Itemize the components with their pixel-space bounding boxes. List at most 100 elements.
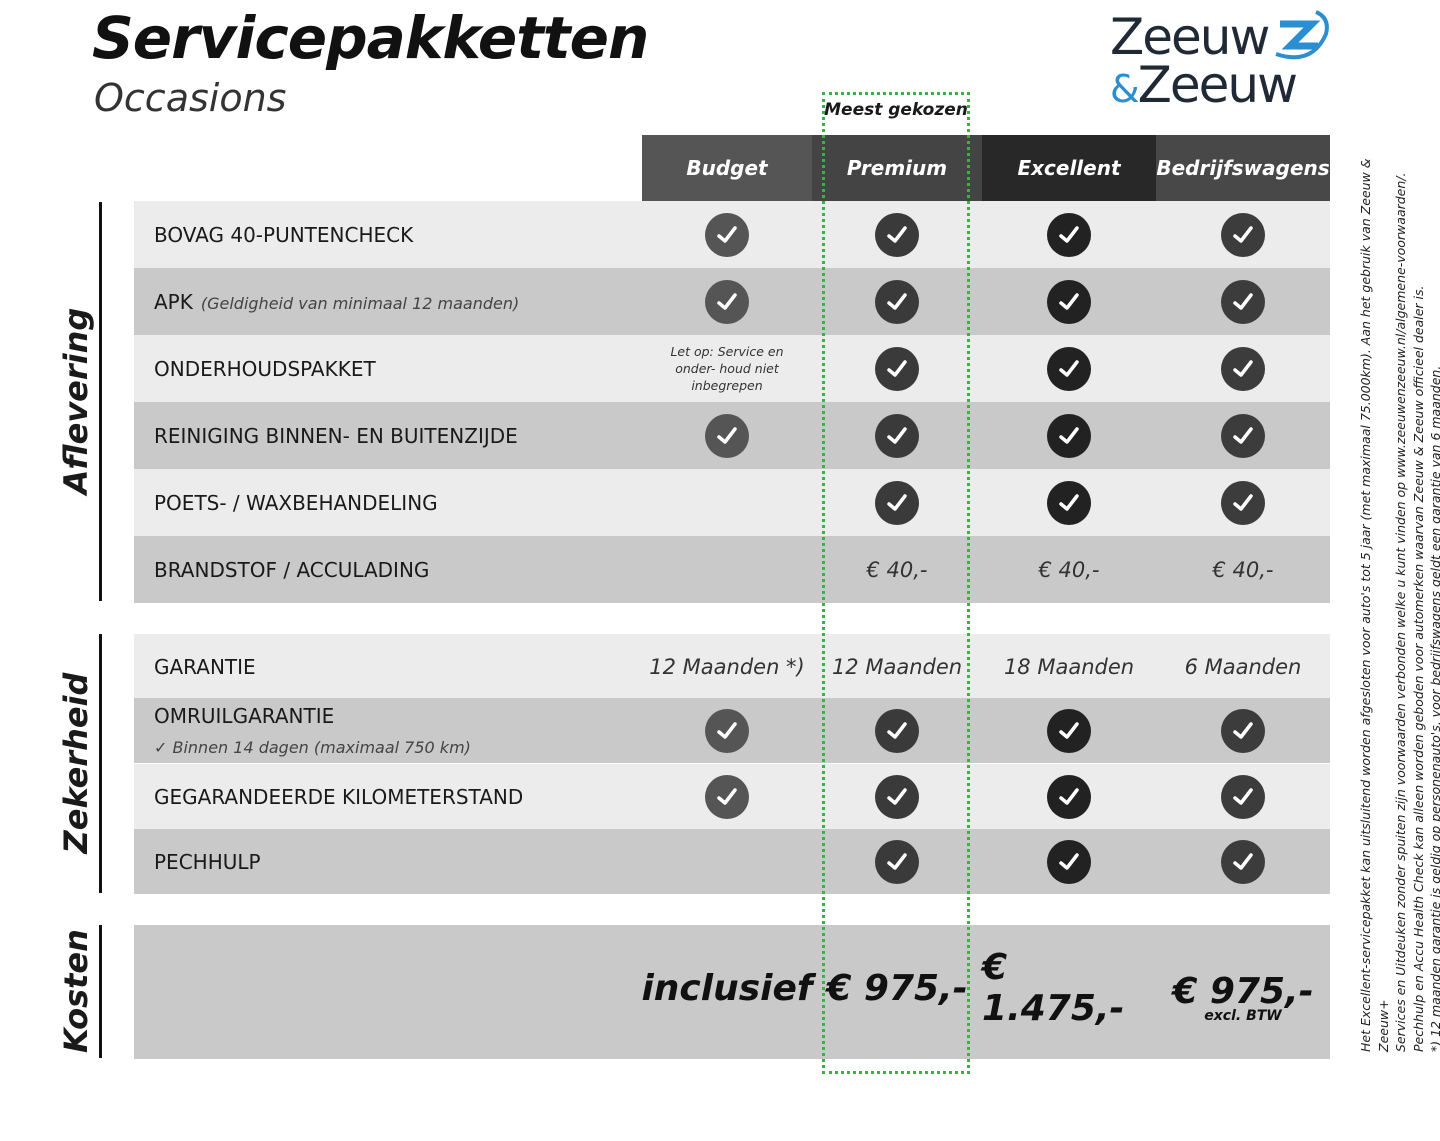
table-row: OMRUILGARANTIE ✓ Binnen 14 dagen (maximaa…: [134, 698, 1330, 763]
note-bold: Let op:: [670, 344, 714, 359]
price-value: € 975,-: [1172, 970, 1314, 1012]
footnote: Services en Uitdeuken zonder spuiten zij…: [1393, 172, 1408, 1052]
cell-excellent: [982, 829, 1156, 894]
check-icon: [705, 774, 749, 819]
row-label-text: POETS- / WAXBEHANDELING: [154, 490, 438, 515]
cell-budget: [642, 764, 812, 829]
cell-bedrijfswagens: [1156, 698, 1330, 763]
check-icon: [875, 774, 919, 819]
section-divider: [99, 202, 102, 601]
cell-budget: [642, 536, 812, 603]
table-row: BRANDSTOF / ACCULADING € 40,- € 40,- € 40,-: [134, 536, 1330, 603]
cell-excellent: [982, 764, 1156, 829]
row-label-text: APK: [154, 289, 193, 314]
logo-amp: &: [1110, 67, 1140, 111]
footnote: Pechhulp en Accu Health Check kan alleen…: [1410, 285, 1426, 1053]
row-label-text: GARANTIE: [154, 654, 256, 679]
check-icon: [875, 212, 919, 257]
cell-budget: [642, 469, 812, 536]
cell-premium: [812, 698, 982, 763]
cell-value: € 40,-: [866, 557, 928, 582]
cell-bedrijfswagens: [1156, 764, 1330, 829]
cell-premium: [812, 268, 982, 335]
row-label-text: OMRUILGARANTIE: [154, 704, 335, 728]
row-label: PECHHULP: [154, 850, 261, 874]
check-icon: [1221, 839, 1265, 884]
check-icon: [705, 708, 749, 753]
row-label-text: REINIGING BINNEN- EN BUITENZIJDE: [154, 423, 518, 448]
cell-excellent: [982, 201, 1156, 268]
row-label: REINIGING BINNEN- EN BUITENZIJDE: [154, 424, 518, 448]
cell-budget: [642, 201, 812, 268]
row-label-text: GEGARANDEERDE KILOMETERSTAND: [154, 784, 524, 809]
table-row: PECHHULP: [134, 829, 1330, 894]
cell-budget: [642, 698, 812, 763]
check-icon: [1047, 346, 1091, 391]
cell-premium: [812, 402, 982, 469]
row-label: BOVAG 40-PUNTENCHECK: [154, 223, 413, 247]
zeeuw-logo: Zeeuw &Zeeuw: [1110, 8, 1335, 114]
check-icon: [1221, 413, 1265, 458]
cell-bedrijfswagens: € 975,- excl. BTW: [1156, 925, 1330, 1059]
table-row: ONDERHOUDSPAKKET Let op: Service en onder…: [134, 335, 1330, 402]
check-icon: [705, 279, 749, 324]
row-label: OMRUILGARANTIE ✓ Binnen 14 dagen (maximaa…: [154, 704, 471, 757]
table-row: APK (Geldigheid van minimaal 12 maanden): [134, 268, 1330, 335]
page-title: Servicepakketten: [92, 4, 649, 72]
check-icon: [1047, 839, 1091, 884]
cell-bedrijfswagens: € 40,-: [1156, 536, 1330, 603]
row-sublabel: ✓ Binnen 14 dagen (maximaal 750 km): [154, 738, 471, 757]
logo-line2: Zeeuw: [1137, 56, 1298, 114]
cell-value: € 40,-: [1212, 557, 1274, 582]
cell-bedrijfswagens: 6 Maanden: [1156, 634, 1330, 699]
check-icon: [1221, 279, 1265, 324]
cell-premium: 12 Maanden: [812, 634, 982, 699]
cell-excellent: [982, 698, 1156, 763]
most-chosen-badge: Meest gekozen: [824, 100, 968, 120]
row-label: BRANDSTOF / ACCULADING: [154, 558, 429, 582]
cell-premium: [812, 829, 982, 894]
cell-excellent: € 1.475,-: [982, 925, 1156, 1059]
cell-excellent: [982, 268, 1156, 335]
cell-bedrijfswagens: [1156, 335, 1330, 402]
footnote: Het Excellent-servicepakket kan uitsluit…: [1358, 158, 1391, 1052]
footnote: *) 12 maanden garantie is geldig op pers…: [1428, 365, 1440, 1052]
cell-premium: [812, 335, 982, 402]
cell-excellent: € 40,-: [982, 536, 1156, 603]
row-label-text: BRANDSTOF / ACCULADING: [154, 557, 430, 582]
check-icon: [705, 413, 749, 458]
check-icon: [875, 346, 919, 391]
check-icon: [705, 212, 749, 257]
section-label-aflevering: Aflevering: [57, 307, 95, 494]
column-header-premium: Premium: [812, 135, 982, 201]
cell-bedrijfswagens: [1156, 201, 1330, 268]
column-header-bedrijfswagens: Bedrijfswagens: [1156, 135, 1330, 201]
table-row: GEGARANDEERDE KILOMETERSTAND: [134, 764, 1330, 829]
check-icon: [1221, 480, 1265, 525]
cell-excellent: 18 Maanden: [982, 634, 1156, 699]
cell-value: 12 Maanden *): [649, 654, 805, 679]
cell-value: inclusief: [641, 967, 813, 1009]
cell-excellent: [982, 335, 1156, 402]
cell-budget: inclusief: [641, 925, 813, 1059]
row-label-text: ONDERHOUDSPAKKET: [154, 356, 376, 381]
check-icon: [1047, 279, 1091, 324]
check-icon: [1047, 413, 1091, 458]
cell-premium: € 40,-: [812, 536, 982, 603]
cell-bedrijfswagens: [1156, 402, 1330, 469]
cell-premium: [812, 201, 982, 268]
cell-value: € 1.475,-: [982, 947, 1125, 1029]
cell-bedrijfswagens: [1156, 268, 1330, 335]
row-label-text: PECHHULP: [154, 849, 261, 874]
table-row: REINIGING BINNEN- EN BUITENZIJDE: [134, 402, 1330, 469]
column-header-excellent: Excellent: [982, 135, 1156, 201]
check-icon: [1221, 212, 1265, 257]
cell-value: 6 Maanden: [1184, 654, 1302, 679]
column-header-budget: Budget: [642, 135, 812, 201]
check-icon: [875, 480, 919, 525]
cell-budget: [642, 402, 812, 469]
cell-value: 18 Maanden: [1003, 654, 1135, 679]
cell-value: 12 Maanden: [831, 654, 963, 679]
cell-value: € 40,-: [1038, 557, 1100, 582]
check-icon: [875, 279, 919, 324]
